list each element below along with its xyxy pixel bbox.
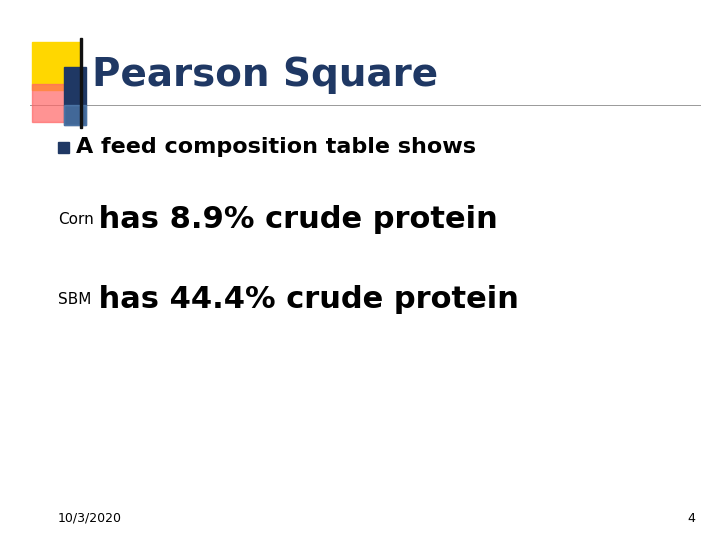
Text: SBM: SBM <box>58 293 91 307</box>
Bar <box>80 38 82 128</box>
Bar <box>58 142 69 153</box>
Bar <box>32 84 68 122</box>
Bar <box>64 67 86 125</box>
Text: A feed composition table shows: A feed composition table shows <box>76 137 476 157</box>
Text: Corn: Corn <box>58 213 94 227</box>
Text: Pearson Square: Pearson Square <box>92 56 438 94</box>
Bar <box>64 105 86 125</box>
Text: has 44.4% crude protein: has 44.4% crude protein <box>88 286 519 314</box>
Text: 4: 4 <box>687 511 695 524</box>
Text: 10/3/2020: 10/3/2020 <box>58 511 122 524</box>
Text: has 8.9% crude protein: has 8.9% crude protein <box>88 206 498 234</box>
Bar <box>32 42 80 90</box>
